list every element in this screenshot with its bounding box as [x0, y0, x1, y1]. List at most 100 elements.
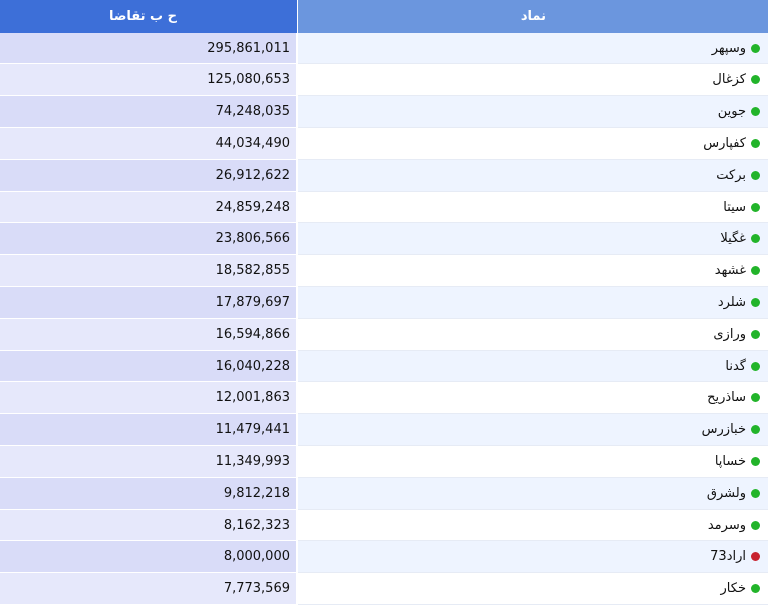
table-row[interactable]: 11,479,441 خبازرس [0, 414, 768, 447]
symbol-label[interactable]: وسرمد [707, 517, 746, 533]
symbol-wrap: غگیلا [720, 231, 760, 246]
symbol-label[interactable]: برکت [716, 167, 746, 183]
symbol-label[interactable]: کزغال [712, 72, 746, 88]
table-row[interactable]: 26,912,622 برکت [0, 159, 768, 192]
symbol-cell[interactable]: خساپا [298, 446, 768, 478]
symbol-cell[interactable]: وسپهر [298, 32, 768, 65]
symbol-wrap: جوین [718, 104, 760, 119]
demand-volume-cell: 8,162,323 [0, 509, 298, 542]
table-row[interactable]: 8,000,000 اراد73 [0, 541, 768, 574]
demand-volume-cell: 74,248,035 [0, 96, 298, 129]
status-dot-icon [751, 75, 760, 85]
symbol-wrap: برکت [716, 168, 760, 183]
symbol-label[interactable]: شلرد [717, 294, 746, 310]
demand-volume-cell: 23,806,566 [0, 223, 298, 256]
demand-volume-cell: 18,582,855 [0, 255, 298, 288]
symbol-wrap: غشهد [715, 263, 760, 278]
symbol-wrap: ولشرق [707, 486, 760, 501]
table-row[interactable]: 9,812,218 ولشرق [0, 477, 768, 510]
column-header-demand-volume[interactable]: ح ب تقاضا [0, 0, 298, 33]
symbol-wrap: گدنا [725, 359, 760, 374]
symbol-wrap: خساپا [715, 454, 760, 469]
symbol-label[interactable]: ورازی [713, 326, 746, 342]
symbol-cell[interactable]: کفپارس [298, 128, 768, 160]
symbol-label[interactable]: خکار [720, 581, 746, 597]
table-row[interactable]: 24,859,248 سیتا [0, 191, 768, 224]
demand-volume-cell: 44,034,490 [0, 128, 298, 160]
table-row[interactable]: 12,001,863 ساذریح [0, 382, 768, 415]
symbol-wrap: سیتا [723, 200, 760, 215]
symbol-label[interactable]: گدنا [725, 358, 746, 374]
table-row[interactable]: 16,040,228 گدنا [0, 350, 768, 383]
table-row[interactable]: 17,879,697 شلرد [0, 287, 768, 319]
symbol-wrap: کزغال [712, 72, 760, 87]
table-row[interactable]: 18,582,855 غشهد [0, 255, 768, 288]
table-row[interactable]: 16,594,866 ورازی [0, 318, 768, 351]
symbol-cell[interactable]: وسرمد [298, 509, 768, 542]
status-dot-icon [751, 329, 760, 339]
symbol-cell[interactable]: ساذریح [298, 382, 768, 415]
symbol-label[interactable]: خبازرس [701, 422, 746, 438]
symbol-label[interactable]: ولشرق [706, 485, 746, 501]
symbol-cell[interactable]: گدنا [298, 350, 768, 383]
status-dot-icon [751, 266, 760, 276]
demand-volume-cell: 11,479,441 [0, 414, 298, 447]
table-row[interactable]: 44,034,490 کفپارس [0, 128, 768, 160]
status-dot-icon [751, 552, 760, 562]
symbol-cell[interactable]: اراد73 [298, 541, 768, 574]
symbol-cell[interactable]: سیتا [298, 191, 768, 224]
symbol-label[interactable]: ساذریح [707, 390, 746, 406]
demand-volume-cell: 7,773,569 [0, 573, 298, 605]
symbol-label[interactable]: کفپارس [703, 135, 746, 151]
status-dot-icon [751, 170, 760, 180]
table-row[interactable]: 8,162,323 وسرمد [0, 509, 768, 542]
symbol-label[interactable]: خساپا [714, 453, 746, 469]
symbol-wrap: کفپارس [703, 136, 760, 151]
symbol-label[interactable]: غشهد [714, 263, 746, 279]
symbol-cell[interactable]: ورازی [298, 318, 768, 351]
column-header-symbol[interactable]: نماد [298, 0, 768, 33]
demand-volume-cell: 16,594,866 [0, 318, 298, 351]
table-row[interactable]: 295,861,011 وسپهر [0, 32, 768, 65]
status-dot-icon [751, 584, 760, 594]
status-dot-icon [751, 393, 760, 403]
table-row[interactable]: 125,080,653 کزغال [0, 64, 768, 97]
table-row[interactable]: 11,349,993 خساپا [0, 446, 768, 478]
status-dot-icon [751, 234, 760, 244]
demand-volume-cell: 9,812,218 [0, 477, 298, 510]
symbol-cell[interactable]: خکار [298, 573, 768, 605]
table-body: 295,861,011 وسپهر 125,080,653 کزغال 74,248,0… [0, 32, 768, 605]
status-dot-icon [751, 488, 760, 498]
status-dot-icon [751, 202, 760, 212]
demand-volume-cell: 11,349,993 [0, 446, 298, 478]
demand-volume-cell: 8,000,000 [0, 541, 298, 574]
table-row[interactable]: 23,806,566 غگیلا [0, 223, 768, 256]
symbol-wrap: ساذریح [707, 390, 760, 405]
symbol-wrap: وسرمد [708, 518, 760, 533]
symbol-cell[interactable]: ولشرق [298, 477, 768, 510]
status-dot-icon [751, 297, 760, 307]
symbol-cell[interactable]: غگیلا [298, 223, 768, 256]
symbol-label[interactable]: اراد73 [710, 549, 746, 565]
symbol-wrap: اراد73 [710, 549, 760, 564]
status-dot-icon [751, 361, 760, 371]
symbol-cell[interactable]: غشهد [298, 255, 768, 288]
symbol-label[interactable]: وسپهر [711, 40, 746, 56]
symbol-cell[interactable]: شلرد [298, 287, 768, 319]
table-row[interactable]: 74,248,035 جوین [0, 96, 768, 129]
demand-volume-cell: 12,001,863 [0, 382, 298, 415]
symbol-cell[interactable]: جوین [298, 96, 768, 129]
symbol-cell[interactable]: کزغال [298, 64, 768, 97]
demand-volume-cell: 17,879,697 [0, 287, 298, 319]
symbol-cell[interactable]: برکت [298, 159, 768, 192]
symbol-label[interactable]: غگیلا [720, 231, 746, 247]
status-dot-icon [751, 520, 760, 530]
status-dot-icon [751, 456, 760, 466]
symbol-label[interactable]: جوین [717, 104, 746, 120]
symbol-label[interactable]: سیتا [723, 199, 746, 215]
demand-volume-cell: 24,859,248 [0, 191, 298, 224]
symbol-cell[interactable]: خبازرس [298, 414, 768, 447]
table-row[interactable]: 7,773,569 خکار [0, 573, 768, 605]
demand-volume-cell: 125,080,653 [0, 64, 298, 97]
